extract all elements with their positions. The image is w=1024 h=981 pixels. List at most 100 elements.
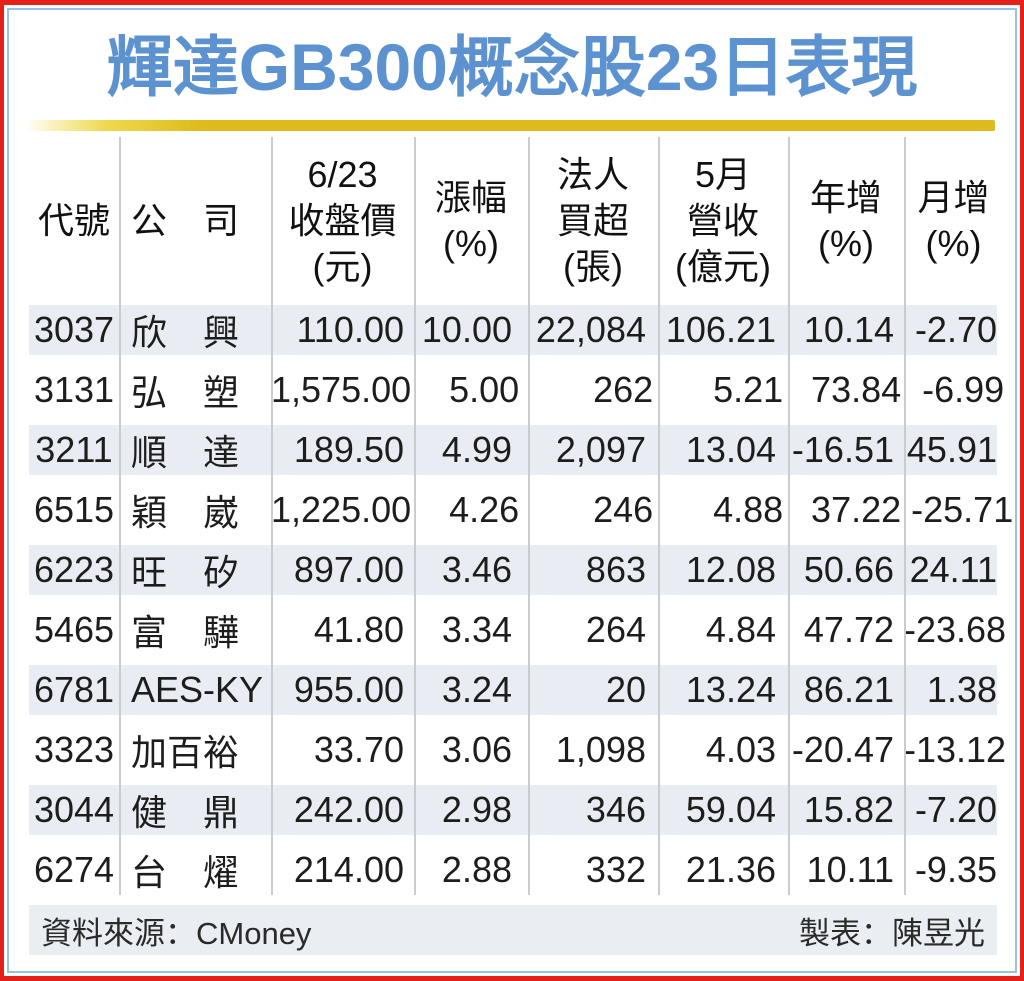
table-footer: 資料來源：CMoney 製表：陳昱光 (29, 905, 997, 955)
cell: 21.36 (685, 849, 776, 890)
content-area: 輝達GB300概念股23日表現 代號 公 司 6/23 收盤價 (元) 漲幅 (… (7, 8, 1017, 973)
cell: 5465 (33, 609, 115, 650)
cell: 33.70 (313, 729, 404, 770)
cell: 3.46 (441, 549, 512, 590)
cell: 5.00 (449, 369, 520, 410)
cell: 346 (585, 789, 646, 830)
cell: -9.35 (914, 849, 997, 890)
cell: 37.22 (811, 489, 902, 530)
cell: 3131 (33, 369, 115, 410)
cell: 22,084 (535, 309, 646, 350)
frame-white-gap: 輝達GB300概念股23日表現 代號 公 司 6/23 收盤價 (元) 漲幅 (… (4, 5, 1020, 976)
cell: 4.88 (713, 489, 784, 530)
table-row: 3044 健 鼎 242.00 2.98 346 59.04 15.82 -7.20 (29, 785, 997, 835)
cell: 214.00 (293, 849, 404, 890)
cell: 順 達 (131, 432, 240, 473)
table-row: 3131 弘 塑 1,575.00 5.00 262 5.21 73.84 -6.99 (29, 365, 1004, 415)
cell: 健 鼎 (131, 792, 240, 833)
cell: 加百裕 (131, 732, 240, 773)
cell: 73.84 (811, 369, 902, 410)
table-row: 6274 台 燿 214.00 2.88 332 21.36 10.11 -9.35 (29, 845, 997, 895)
col-header-mom-growth: 月增 (%) (917, 177, 990, 264)
cell: 旺 矽 (131, 552, 240, 593)
cell: 3211 (35, 429, 113, 470)
cell: 欣 興 (131, 312, 240, 353)
cell: 41.80 (313, 609, 404, 650)
cell: 332 (585, 849, 646, 890)
cell: 86.21 (803, 669, 894, 710)
cell: 10.14 (803, 309, 894, 350)
credit: 製表：陳昱光 (799, 915, 985, 951)
table-row: 3037 欣 興 110.00 10.00 22,084 106.21 10.14 -2.70 (29, 305, 997, 355)
cell: 20 (605, 669, 646, 710)
column-divider (119, 137, 121, 895)
table-row: 6515 穎 崴 1,225.00 4.26 246 4.88 37.22 -25.71 (29, 485, 1013, 535)
col-header-change-percent: 漲幅 (%) (434, 177, 507, 264)
cell: 6274 (33, 849, 115, 890)
cell: 5.21 (713, 369, 784, 410)
cell: AES-KY (131, 669, 264, 710)
cell: 6515 (33, 489, 115, 530)
column-divider (658, 137, 660, 895)
table-row: 6781 AES-KY 955.00 3.24 20 13.24 86.21 1.38 (29, 665, 997, 715)
cell: 3044 (33, 789, 115, 830)
cell: 3.24 (441, 669, 512, 710)
cell: 50.66 (803, 549, 894, 590)
cell: 262 (593, 369, 654, 410)
column-divider (528, 137, 530, 895)
cell: 10.11 (806, 849, 894, 890)
cell: -25.71 (911, 489, 1014, 530)
cell: 1.38 (926, 669, 997, 710)
cell: -2.70 (914, 309, 997, 350)
table-body: 3037 欣 興 110.00 10.00 22,084 106.21 10.14 -2.70… (29, 305, 1013, 895)
table-row: 3323 加百裕 33.70 3.06 1,098 4.03 -20.47 -13.12 (29, 725, 1006, 775)
column-divider (414, 137, 416, 895)
cell: 弘 塑 (131, 372, 240, 413)
cell: 3.06 (441, 729, 512, 770)
column-divider (271, 137, 273, 895)
table-row: 6223 旺 矽 897.00 3.46 863 12.08 50.66 24.11 (29, 545, 997, 595)
cell: 4.26 (449, 489, 520, 530)
cell: 897.00 (293, 549, 404, 590)
cell: -13.12 (904, 729, 1007, 770)
table-row: 3211 順 達 189.50 4.99 2,097 13.04 -16.51 45.91 (29, 425, 997, 475)
cell: -20.47 (791, 729, 894, 770)
cell: 3037 (33, 309, 115, 350)
cell: 13.24 (685, 669, 776, 710)
cell: 1,575.00 (271, 369, 412, 410)
cell: 6223 (33, 549, 115, 590)
col-header-yoy-growth: 年增 (%) (809, 177, 882, 264)
col-header-stock-code: 代號 (37, 200, 110, 241)
cell: 4.84 (705, 609, 776, 650)
cell: 45.91 (906, 429, 997, 470)
cell: -16.51 (791, 429, 894, 470)
table-row: 5465 富 驊 41.80 3.34 264 4.84 47.72 -23.68 (29, 605, 1006, 655)
cell: 246 (593, 489, 654, 530)
cell: 15.82 (803, 789, 894, 830)
cell: 12.08 (685, 549, 776, 590)
cell: 3323 (33, 729, 115, 770)
cell: 47.72 (803, 609, 894, 650)
cell: -23.68 (904, 609, 1007, 650)
cell: 24.11 (909, 549, 997, 590)
cell: 106.21 (665, 309, 776, 350)
cell: 1,098 (555, 729, 646, 770)
cell: 3.34 (441, 609, 512, 650)
cell: 264 (585, 609, 646, 650)
col-header-may-revenue: 5月 營收 (億元) (675, 154, 771, 287)
cell: 863 (585, 549, 646, 590)
title-divider (29, 120, 995, 131)
cell: 2,097 (555, 429, 646, 470)
cell: -6.99 (922, 369, 1005, 410)
cell: 110.00 (296, 309, 404, 350)
cell: 台 燿 (131, 852, 240, 893)
stock-table: 代號 公 司 6/23 收盤價 (元) 漲幅 (%) 法人 買超 (張) 5月 … (29, 137, 1013, 895)
cell: 13.04 (685, 429, 776, 470)
cell: 4.03 (705, 729, 776, 770)
cell: 1,225.00 (271, 489, 412, 530)
cell: 4.99 (441, 429, 512, 470)
data-source: 資料來源：CMoney (41, 915, 312, 951)
col-header-institutional-net-buy: 法人 買超 (張) (556, 154, 629, 287)
page-title: 輝達GB300概念股23日表現 (106, 30, 918, 104)
